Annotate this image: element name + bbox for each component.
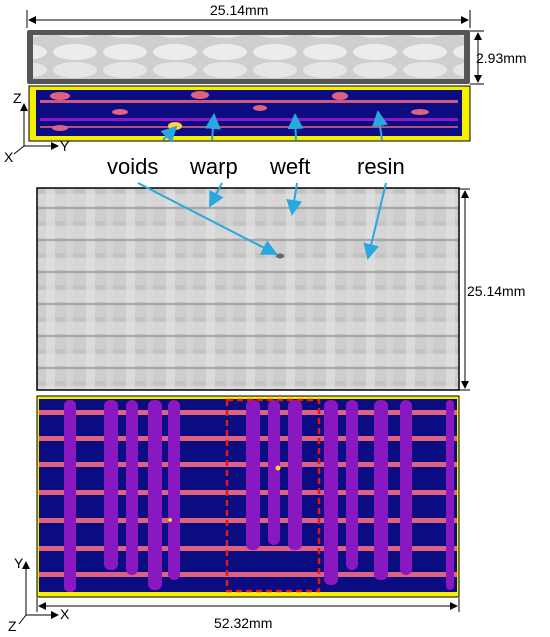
top-axis-horizontal-label: Y — [60, 138, 70, 154]
top-axis-origin-label: X — [4, 149, 14, 165]
bottom-width-dimension — [36, 598, 460, 612]
bottom-axis-origin-label: Z — [8, 618, 17, 634]
roi-box — [225, 398, 321, 593]
callout-arrows — [137, 110, 388, 260]
callout-warp: warp — [190, 154, 238, 179]
middle-height-dimension — [459, 188, 470, 391]
callout-weft: weft — [270, 154, 311, 179]
callout-voids: voids — [107, 154, 159, 179]
bottom-axis-vertical-label: Y — [14, 555, 24, 571]
top-axis-vertical-label: Z — [13, 90, 22, 106]
top-thickness-dimension — [470, 30, 484, 85]
top-ct-cross-section — [27, 30, 470, 84]
bottom-axis-horizontal-label: X — [60, 606, 70, 622]
top-width-label: 25.14mm — [210, 2, 269, 18]
middle-ct-planar-view — [36, 187, 460, 391]
top-thickness-label: 2.93mm — [476, 50, 527, 66]
bottom-segmented-planar-view — [36, 395, 460, 598]
top-width-dimension — [26, 10, 471, 28]
bottom-axis-triad — [18, 561, 59, 625]
callout-resin: resin — [357, 154, 405, 179]
top-segmented-cross-section — [28, 85, 471, 142]
middle-height-label: 25.14mm — [467, 283, 526, 299]
void-spot — [276, 253, 284, 259]
top-axis-triad — [13, 103, 59, 155]
bottom-width-label: 52.32mm — [214, 615, 273, 631]
